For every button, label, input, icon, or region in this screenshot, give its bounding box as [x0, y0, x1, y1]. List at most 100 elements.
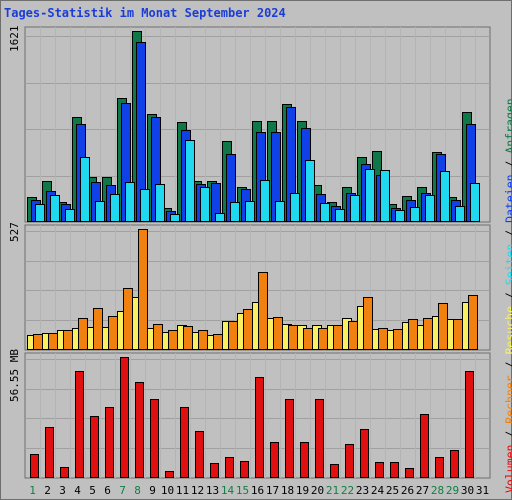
- bar-seiten-day-21: [335, 209, 345, 222]
- bar-volumen-day-24: [375, 462, 384, 478]
- x-tick-label-10: 10: [161, 484, 174, 497]
- legend-separator: /: [503, 355, 512, 376]
- x-tick-label-26: 26: [401, 484, 414, 497]
- x-tick-label-28: 28: [431, 484, 444, 497]
- bar-seiten-day-29: [455, 206, 465, 222]
- bar-rechner-day-13: [213, 334, 223, 350]
- x-tick-label-7: 7: [119, 484, 126, 497]
- x-tick-label-24: 24: [371, 484, 385, 497]
- x-tick-label-4: 4: [74, 484, 81, 497]
- bar-volumen-day-6: [105, 407, 114, 478]
- bar-rechner-day-2: [48, 333, 58, 350]
- x-tick-label-1: 1: [29, 484, 36, 497]
- bar-seiten-day-13: [215, 213, 225, 222]
- x-tick-label-22: 22: [341, 484, 354, 497]
- bar-seiten-day-6: [110, 194, 120, 222]
- bar-rechner-day-14: [228, 321, 238, 350]
- bar-rechner-day-5: [93, 308, 103, 350]
- x-tick-label-21: 21: [326, 484, 339, 497]
- bar-seiten-day-26: [410, 207, 420, 222]
- bar-rechner-day-27: [423, 318, 433, 350]
- bar-rechner-day-4: [78, 318, 88, 350]
- bar-volumen-day-16: [255, 377, 264, 478]
- x-tick-label-13: 13: [206, 484, 219, 497]
- bar-volumen-day-18: [285, 399, 294, 478]
- bar-seiten-day-22: [350, 195, 360, 222]
- x-tick-label-11: 11: [176, 484, 189, 497]
- legend-separator: /: [503, 285, 512, 306]
- x-tick-label-31: 31: [476, 484, 489, 497]
- bar-seiten-day-15: [245, 201, 255, 222]
- bar-seiten-day-27: [425, 195, 435, 222]
- bar-seiten-day-9: [155, 184, 165, 222]
- x-tick-label-12: 12: [191, 484, 204, 497]
- bar-volumen-day-11: [180, 407, 189, 478]
- bar-rechner-day-1: [33, 334, 43, 350]
- legend: Volumen / Rechner / Besuche / Seiten / D…: [503, 98, 512, 493]
- bar-rechner-day-10: [168, 330, 178, 350]
- x-tick-label-9: 9: [149, 484, 156, 497]
- bar-rechner-day-17: [273, 317, 283, 350]
- bar-rechner-day-21: [333, 325, 343, 350]
- bar-seiten-day-25: [395, 210, 405, 222]
- bar-volumen-day-21: [330, 464, 339, 478]
- bar-volumen-day-25: [390, 462, 399, 478]
- bar-volumen-day-23: [360, 429, 369, 478]
- x-tick-label-19: 19: [296, 484, 309, 497]
- legend-item-rechner: Rechner: [503, 375, 512, 424]
- bar-volumen-day-20: [315, 399, 324, 478]
- x-tick-label-3: 3: [59, 484, 66, 497]
- bar-seiten-day-30: [470, 183, 480, 222]
- bar-volumen-day-26: [405, 468, 414, 478]
- bar-volumen-day-5: [90, 416, 99, 478]
- x-tick-label-15: 15: [236, 484, 249, 497]
- x-tick-label-20: 20: [311, 484, 324, 497]
- bar-volumen-day-4: [75, 371, 84, 478]
- bar-volumen-day-17: [270, 442, 279, 478]
- bar-rechner-day-30: [468, 295, 478, 350]
- bar-rechner-day-8: [138, 229, 148, 350]
- chart-title: Tages-Statistik im Monat September 2024: [4, 6, 286, 20]
- bar-seiten-day-19: [305, 160, 315, 222]
- bar-rechner-day-25: [393, 329, 403, 350]
- bar-volumen-day-13: [210, 463, 219, 478]
- bar-seiten-day-18: [290, 193, 300, 222]
- bar-rechner-day-16: [258, 272, 268, 350]
- bar-seiten-day-5: [95, 201, 105, 222]
- bar-rechner-day-12: [198, 330, 208, 350]
- bar-volumen-day-22: [345, 444, 354, 478]
- x-tick-label-25: 25: [386, 484, 399, 497]
- bar-volumen-day-12: [195, 431, 204, 478]
- x-tick-label-2: 2: [44, 484, 51, 497]
- legend-item-volumen: Volumen: [503, 444, 512, 493]
- bar-seiten-day-10: [170, 214, 180, 222]
- bar-seiten-day-28: [440, 171, 450, 222]
- bar-seiten-day-2: [50, 195, 60, 222]
- bar-volumen-day-3: [60, 467, 69, 478]
- bar-seiten-day-7: [125, 182, 135, 222]
- bar-rechner-day-7: [123, 288, 133, 350]
- bar-volumen-day-10: [165, 471, 174, 478]
- legend-item-anfragen: Anfragen: [503, 98, 512, 154]
- bar-rechner-day-22: [348, 321, 358, 350]
- x-tick-label-30: 30: [461, 484, 474, 497]
- bar-volumen-day-27: [420, 414, 429, 478]
- bar-rechner-day-29: [453, 319, 463, 350]
- legend-item-besuche: Besuche: [503, 306, 512, 355]
- x-tick-label-18: 18: [281, 484, 294, 497]
- bar-rechner-day-19: [303, 328, 313, 350]
- bar-volumen-day-15: [240, 461, 249, 478]
- x-tick-label-27: 27: [416, 484, 429, 497]
- x-tick-label-16: 16: [251, 484, 264, 497]
- bar-seiten-day-12: [200, 187, 210, 222]
- legend-item-seiten: Seiten: [503, 243, 512, 286]
- bar-seiten-day-3: [65, 209, 75, 222]
- bar-seiten-day-20: [320, 203, 330, 222]
- bar-rechner-day-20: [318, 328, 328, 350]
- bar-seiten-day-24: [380, 170, 390, 222]
- bar-seiten-day-11: [185, 140, 195, 222]
- bar-volumen-day-30: [465, 371, 474, 478]
- bar-seiten-day-14: [230, 202, 240, 222]
- legend-separator: /: [503, 154, 512, 175]
